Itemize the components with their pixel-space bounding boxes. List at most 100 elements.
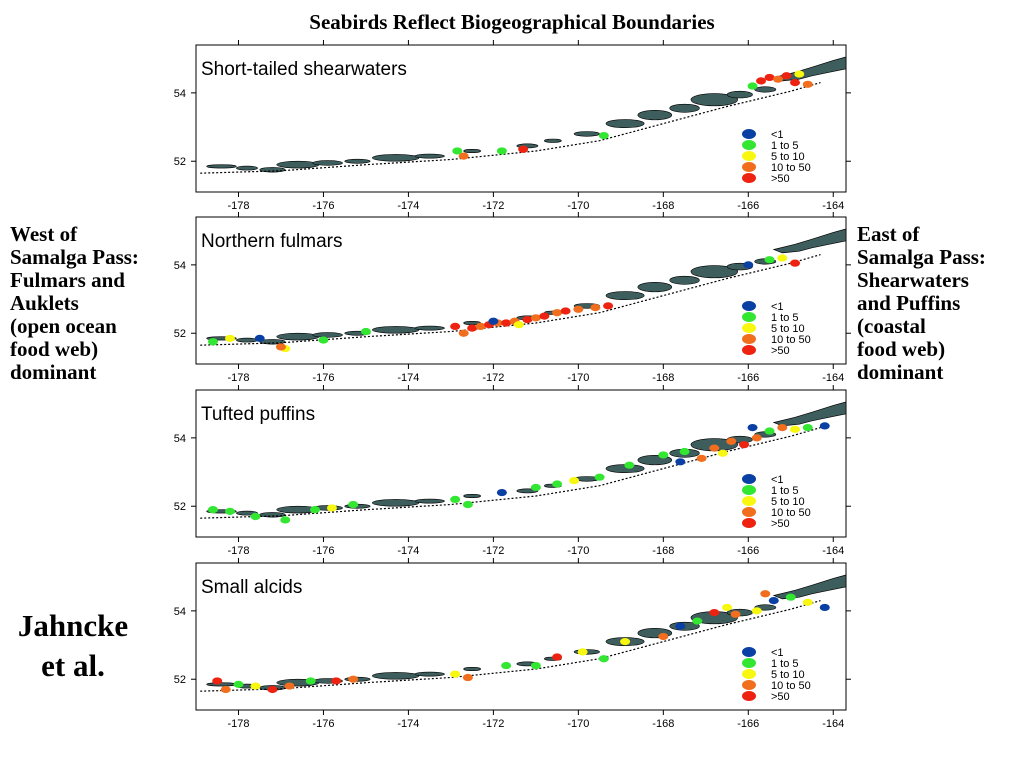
- panel-title: Small alcids: [201, 577, 302, 598]
- x-tick-label: -176: [312, 545, 334, 557]
- sighting-point: [212, 677, 223, 685]
- sighting-point: [450, 670, 461, 678]
- sighting-point: [747, 424, 758, 432]
- legend-swatch: [742, 680, 756, 690]
- sighting-point: [773, 75, 784, 83]
- east-note: East of Samalga Pass: Shearwaters and Pu…: [857, 223, 986, 384]
- legend-swatch: [742, 140, 756, 150]
- sighting-point: [751, 607, 762, 615]
- sighting-point: [764, 427, 775, 435]
- sighting-point: [781, 72, 792, 80]
- island-shape: [637, 109, 673, 121]
- island-shape: [754, 86, 777, 93]
- island-shape: [344, 158, 371, 164]
- sighting-point: [790, 79, 801, 87]
- sighting-point: [692, 617, 703, 625]
- sighting-point: [450, 322, 461, 330]
- west-note-line: Auklets: [10, 291, 79, 315]
- citation-line: et al.: [41, 648, 105, 683]
- sighting-point: [726, 437, 737, 445]
- x-tick-label: -168: [652, 545, 674, 557]
- legend-swatch: [742, 301, 756, 311]
- survey-track: [200, 254, 821, 346]
- sighting-point: [756, 77, 767, 85]
- sighting-point: [522, 315, 533, 324]
- x-tick-label: -168: [652, 372, 674, 384]
- island-shape: [690, 93, 738, 107]
- legend-swatch: [742, 669, 756, 679]
- sighting-point: [501, 661, 512, 670]
- sighting-point: [501, 319, 512, 327]
- sighting-point: [790, 425, 801, 433]
- east-note-line: food web): [857, 337, 946, 361]
- legend-label: 1 to 5: [771, 658, 799, 670]
- x-tick-label: -166: [737, 718, 759, 730]
- island-shape: [236, 165, 258, 171]
- legend-label: 5 to 10: [771, 151, 805, 163]
- panel-title: Northern fulmars: [201, 231, 343, 252]
- legend-label: <1: [771, 301, 784, 313]
- x-tick-label: -174: [397, 545, 419, 557]
- x-tick-label: -172: [482, 200, 504, 212]
- legend-swatch: [742, 507, 756, 517]
- sighting-point: [280, 516, 291, 524]
- legend-swatch: [742, 658, 756, 668]
- x-tick-label: -170: [567, 372, 589, 384]
- map-panel: -178 -176 -174 -172 -170 -168 -166 -164 52 54 Nort…: [174, 212, 851, 384]
- west-note-line: Fulmars and: [10, 268, 125, 292]
- island-shape: [414, 325, 445, 331]
- sighting-point: [450, 495, 461, 503]
- x-tick-label: -172: [482, 718, 504, 730]
- sighting-point: [518, 145, 529, 153]
- legend-label: 10 to 50: [771, 162, 811, 174]
- island-shape: [690, 265, 738, 279]
- east-note-line: (coastal: [857, 314, 926, 338]
- legend-swatch: [742, 518, 756, 528]
- sighting-point: [620, 638, 631, 646]
- map-panel: -178 -176 -174 -172 -170 -168 -166 -164 52 54 Shor…: [174, 40, 851, 212]
- island-shape: [414, 153, 445, 159]
- sighting-point: [275, 343, 286, 351]
- legend-swatch: [742, 691, 756, 701]
- x-tick-label: -178: [227, 718, 249, 730]
- west-note-line: dominant: [10, 360, 97, 384]
- island-shape: [669, 275, 700, 285]
- legend-label: 1 to 5: [771, 312, 799, 324]
- sighting-point: [802, 598, 813, 606]
- sighting-point: [207, 338, 218, 346]
- sighting-point: [530, 483, 541, 492]
- x-tick-label: -178: [227, 372, 249, 384]
- sighting-point: [751, 434, 762, 442]
- sighting-point: [764, 73, 775, 82]
- sighting-point: [696, 454, 707, 462]
- x-tick-label: -168: [652, 718, 674, 730]
- west-note-line: food web): [10, 337, 99, 361]
- island-shape: [206, 682, 237, 687]
- east-note-line: and Puffins: [857, 291, 961, 315]
- x-tick-label: -178: [227, 545, 249, 557]
- sighting-point: [624, 461, 635, 469]
- sighting-point: [496, 488, 507, 497]
- island-shape: [372, 154, 420, 162]
- sighting-point: [513, 321, 524, 329]
- sighting-point: [475, 322, 486, 330]
- sighting-point: [462, 673, 473, 682]
- sighting-point: [552, 480, 563, 488]
- island-shape: [669, 103, 700, 113]
- map-panel: -178 -176 -174 -172 -170 -168 -166 -164 52 54 Tuft…: [174, 385, 851, 557]
- y-tick-label: 52: [174, 156, 186, 168]
- x-tick-label: -164: [822, 200, 844, 212]
- legend-swatch: [742, 162, 756, 172]
- east-note-line: Shearwaters: [857, 268, 969, 292]
- island-shape: [544, 138, 562, 143]
- island-shape: [463, 148, 481, 153]
- sighting-point: [790, 259, 801, 267]
- citation: Jahncke et al.: [8, 606, 138, 686]
- east-note-line: Samalga Pass:: [857, 245, 986, 269]
- sighting-point: [577, 648, 588, 656]
- survey-track: [200, 600, 821, 692]
- sighting-point: [250, 512, 261, 521]
- island-shape: [312, 160, 343, 166]
- x-tick-label: -176: [312, 200, 334, 212]
- sighting-point: [569, 476, 580, 485]
